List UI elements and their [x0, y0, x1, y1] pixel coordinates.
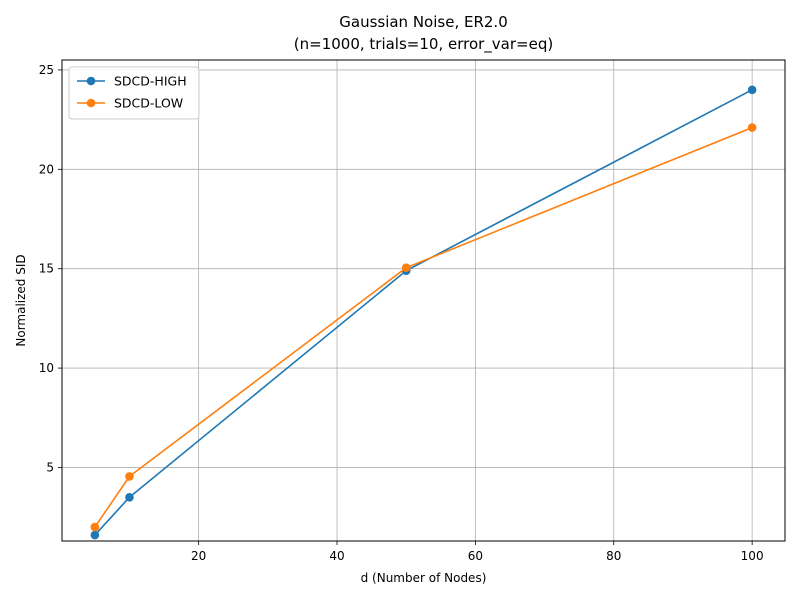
x-axis-label: d (Number of Nodes)	[361, 571, 487, 585]
y-tick-label: 20	[39, 162, 54, 176]
legend-label-sdcd-low: SDCD-LOW	[114, 96, 183, 111]
legend: SDCD-HIGH SDCD-LOW	[68, 66, 200, 120]
data-point-sdcd-low	[401, 263, 411, 273]
legend-label-sdcd-high: SDCD-HIGH	[114, 74, 187, 89]
legend-box	[68, 66, 200, 120]
series-line-sdcd-low	[94, 126, 753, 528]
x-tick-label: 100	[741, 549, 764, 563]
y-axis-label: Normalized SID	[14, 254, 28, 346]
data-point-sdcd-low	[747, 123, 757, 132]
legend-marker-sdcd-low	[86, 98, 96, 108]
data-point-sdcd-high	[747, 85, 757, 95]
chart-title: Gaussian Noise, ER2.0	[339, 13, 508, 31]
plot-area-frame	[61, 59, 786, 542]
series-layer	[90, 85, 757, 540]
x-tick-label: 40	[329, 549, 344, 563]
data-point-sdcd-high	[90, 530, 100, 540]
series-line-sdcd-high	[94, 89, 753, 536]
data-point-sdcd-high	[125, 492, 134, 502]
y-tick-label: 25	[39, 63, 54, 77]
legend-marker-sdcd-high	[86, 76, 96, 86]
data-point-sdcd-low	[125, 472, 134, 481]
x-tick-label: 20	[191, 549, 206, 563]
y-tick-label: 10	[39, 361, 54, 375]
grid	[62, 60, 785, 541]
x-tick-label: 80	[606, 549, 621, 563]
axis-ticks: 20 40 60 80 100 5 10 15 20 25	[39, 63, 764, 563]
x-tick-label: 60	[468, 549, 483, 563]
y-tick-label: 5	[46, 460, 54, 474]
chart-subtitle: (n=1000, trials=10, error_var=eq)	[294, 35, 553, 54]
data-point-sdcd-low	[90, 522, 100, 532]
y-tick-label: 15	[39, 262, 54, 276]
